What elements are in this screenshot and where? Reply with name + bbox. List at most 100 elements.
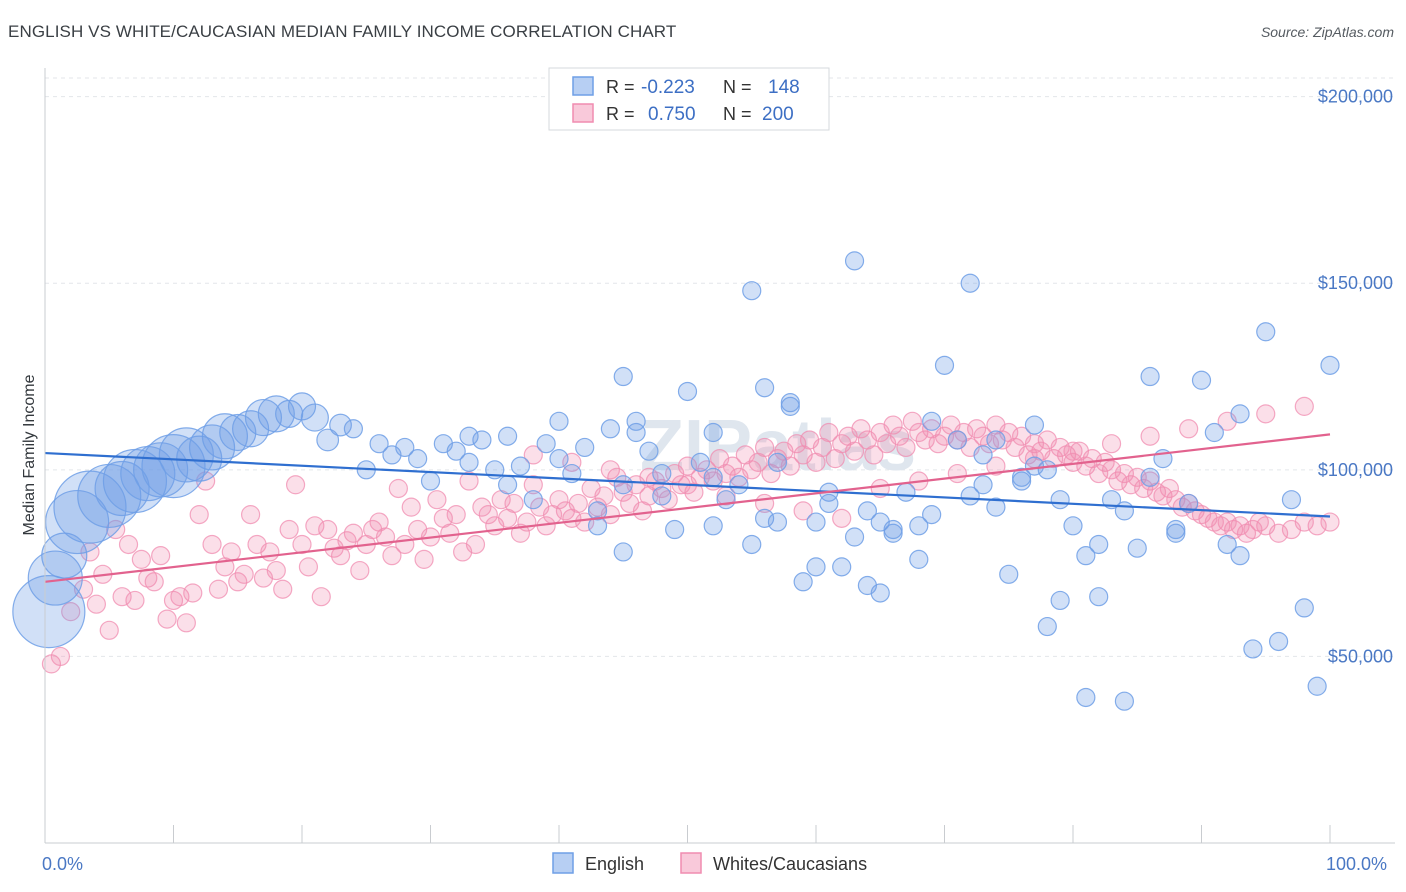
white-point (318, 519, 338, 540)
english-point (94, 460, 150, 517)
white-point (549, 490, 569, 510)
white-point (118, 534, 139, 555)
white-point (125, 590, 145, 611)
chart-title: ENGLISH VS WHITE/CAUCASIAN MEDIAN FAMILY… (8, 22, 677, 41)
white-point (915, 430, 935, 450)
english-point (934, 355, 955, 375)
legend-bottom: English Whites/Caucasians (552, 852, 867, 874)
white-point (1159, 478, 1179, 499)
english-point (1294, 598, 1314, 618)
bottom-legend-swatch-english (552, 852, 574, 874)
english-point (1230, 404, 1250, 424)
english-point (1204, 422, 1224, 443)
english-point (395, 437, 415, 458)
white-point (228, 572, 248, 592)
white-point (1217, 512, 1237, 532)
watermark: ZIPatlas (640, 406, 916, 486)
legend-n-label-white: N = (723, 104, 752, 124)
white-point (1121, 475, 1141, 495)
legend-n-value-white: 200 (762, 104, 794, 125)
english-point (1307, 676, 1327, 696)
white-point (973, 426, 993, 446)
english-point (922, 411, 942, 431)
english-point (677, 381, 698, 402)
english-point (665, 519, 685, 540)
english-point (472, 430, 492, 450)
english-point (257, 395, 295, 433)
white-point (934, 426, 955, 446)
english-point (343, 419, 363, 439)
english-point (626, 411, 646, 431)
english-point (999, 564, 1019, 584)
white-point (144, 572, 164, 592)
white-point (787, 434, 807, 454)
white-point (266, 560, 286, 581)
white-point (523, 445, 543, 465)
white-point (99, 620, 119, 640)
english-point (767, 452, 788, 472)
white-point (504, 493, 524, 514)
english-point (960, 273, 980, 293)
english-point (806, 557, 826, 577)
white-point (202, 534, 222, 555)
white-point (459, 471, 479, 491)
english-point (1024, 456, 1045, 476)
white-point (440, 523, 460, 543)
x-tick-label-end: 100.0% (1326, 854, 1387, 874)
english-point (806, 512, 826, 532)
white-point (562, 452, 582, 472)
english-point (716, 490, 736, 510)
trendlines (44, 433, 1331, 583)
white-point (170, 587, 190, 607)
english-point (587, 501, 608, 521)
legend-top: R = -0.223 N = 148 R = 0.750 N = 200 (548, 67, 830, 131)
english-point (986, 497, 1006, 517)
white-point (285, 475, 306, 495)
english-point (158, 427, 214, 483)
white-point (221, 542, 241, 562)
english-point (1281, 490, 1302, 510)
english-point (1191, 370, 1212, 390)
white-point (260, 542, 280, 562)
english-point (844, 251, 865, 271)
english-point (446, 441, 466, 461)
english-point (754, 508, 775, 528)
english-point (45, 489, 110, 555)
white-point (189, 505, 209, 525)
legend-r-label-english: R = (606, 77, 635, 97)
white-point (298, 557, 319, 577)
y-tick-labels: $200,000 $150,000 $100,000 $50,000 (1318, 87, 1393, 667)
english-point (1140, 467, 1160, 487)
white-point (350, 560, 370, 581)
white-point (896, 437, 916, 458)
white-point (947, 463, 967, 484)
english-point (909, 516, 929, 536)
english-point (498, 475, 518, 495)
white-point (851, 419, 871, 439)
y-axis-label: Median Family Income (21, 374, 38, 535)
white-point (1044, 449, 1064, 469)
white-point (1134, 478, 1154, 499)
english-point (1076, 687, 1096, 708)
white-point (1095, 452, 1115, 472)
english-point (703, 467, 723, 487)
white-point (754, 437, 775, 458)
white-point (780, 456, 800, 476)
english-point (626, 422, 646, 443)
white-point (600, 460, 621, 480)
english-point (408, 449, 428, 469)
white-point (1268, 523, 1289, 543)
y-tick-label: $200,000 (1318, 87, 1393, 107)
english-point (960, 486, 980, 506)
white-point (1089, 463, 1109, 484)
white-point (883, 415, 903, 435)
white-point (986, 456, 1006, 476)
english-point (742, 281, 762, 301)
white-point (112, 587, 132, 607)
white-point (697, 460, 717, 480)
english-point (1089, 534, 1109, 555)
english-point (1037, 460, 1057, 480)
english-point (780, 396, 800, 416)
english-point (1089, 587, 1109, 607)
english-point (1114, 501, 1135, 521)
